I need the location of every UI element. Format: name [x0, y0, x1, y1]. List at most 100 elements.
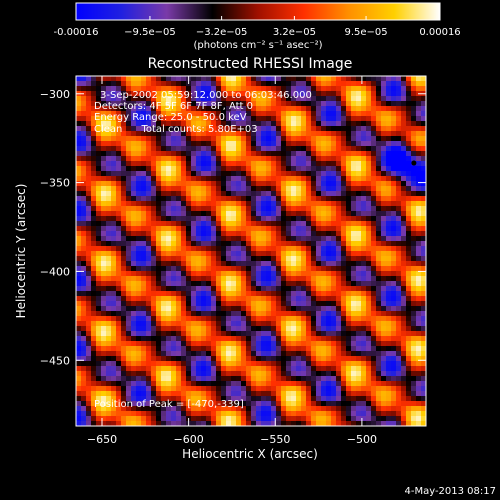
heatmap-cell — [201, 316, 207, 322]
heatmap-cell — [351, 356, 357, 362]
heatmap-cell — [181, 146, 187, 152]
heatmap-cell — [106, 156, 112, 162]
heatmap-cell — [421, 271, 426, 277]
heatmap-cell — [351, 241, 357, 247]
heatmap-cell — [401, 416, 407, 422]
heatmap-cell — [336, 331, 342, 337]
heatmap-cell — [116, 316, 122, 322]
heatmap-cell — [251, 191, 257, 197]
heatmap-cell — [381, 301, 387, 307]
heatmap-cell — [346, 91, 352, 97]
heatmap-cell — [296, 136, 302, 142]
heatmap-cell — [276, 86, 282, 92]
heatmap-cell — [231, 376, 237, 382]
heatmap-cell — [391, 286, 397, 292]
heatmap-cell — [201, 161, 207, 167]
heatmap-cell — [181, 391, 187, 397]
heatmap-cell — [251, 331, 257, 337]
heatmap-cell — [156, 196, 162, 202]
heatmap-cell — [321, 241, 327, 247]
heatmap-cell — [81, 161, 87, 167]
heatmap-cell — [221, 81, 227, 87]
heatmap-cell — [326, 366, 332, 372]
heatmap-cell — [81, 106, 87, 112]
heatmap-cell — [346, 391, 352, 397]
heatmap-cell — [176, 201, 182, 207]
heatmap-cell — [211, 191, 217, 197]
heatmap-cell — [216, 241, 222, 247]
heatmap-cell — [331, 186, 337, 192]
heatmap-cell — [266, 386, 272, 392]
heatmap-cell — [96, 401, 102, 407]
heatmap-cell — [206, 236, 212, 242]
heatmap-cell — [361, 386, 367, 392]
heatmap-cell — [126, 316, 132, 322]
heatmap-cell — [271, 256, 277, 262]
heatmap-cell — [176, 166, 182, 172]
heatmap-cell — [406, 171, 412, 177]
heatmap-cell — [221, 206, 227, 212]
heatmap-cell — [161, 106, 167, 112]
heatmap-cell — [326, 276, 332, 282]
annotation-detectors: Detectors: 4F 5F 6F 7F 8F, Att 0 — [94, 101, 253, 112]
heatmap-cell — [326, 316, 332, 322]
heatmap-cell — [101, 286, 107, 292]
heatmap-cell — [171, 286, 177, 292]
heatmap-cell — [211, 296, 217, 302]
heatmap-cell — [131, 96, 137, 102]
heatmap-cell — [276, 266, 282, 272]
heatmap-cell — [321, 101, 327, 107]
heatmap-cell — [306, 351, 312, 357]
heatmap-cell — [201, 301, 207, 307]
heatmap-cell — [86, 141, 92, 147]
heatmap-cell — [176, 111, 182, 117]
heatmap-cell — [381, 386, 387, 392]
heatmap-cell — [321, 221, 327, 227]
heatmap-cell — [301, 351, 307, 357]
heatmap-cell — [111, 416, 117, 422]
heatmap-cell — [241, 101, 247, 107]
heatmap-cell — [301, 101, 307, 107]
heatmap-cell — [166, 206, 172, 212]
heatmap-cell — [411, 106, 417, 112]
heatmap-cell — [106, 351, 112, 357]
heatmap-cell — [296, 366, 302, 372]
heatmap-cell — [386, 86, 392, 92]
heatmap-cell — [91, 416, 97, 422]
heatmap-cell — [396, 206, 402, 212]
heatmap-cell — [331, 256, 337, 262]
heatmap-cell — [351, 266, 357, 272]
heatmap-cell — [146, 111, 152, 117]
heatmap-cell — [276, 206, 282, 212]
heatmap-cell — [231, 391, 237, 397]
heatmap-cell — [416, 376, 422, 382]
heatmap-cell — [341, 351, 347, 357]
heatmap-cell — [291, 261, 297, 267]
heatmap-cell — [356, 346, 362, 352]
heatmap-cell — [411, 291, 417, 297]
heatmap-cell — [336, 131, 342, 137]
heatmap-cell — [131, 271, 137, 277]
heatmap-cell — [371, 111, 377, 117]
heatmap-cell — [81, 421, 87, 426]
heatmap-cell — [376, 226, 382, 232]
heatmap-cell — [101, 231, 107, 237]
heatmap-cell — [376, 301, 382, 307]
heatmap-cell — [336, 206, 342, 212]
heatmap-cell — [91, 126, 97, 132]
heatmap-cell — [201, 141, 207, 147]
heatmap-cell — [311, 111, 317, 117]
heatmap-cell — [141, 136, 147, 142]
heatmap-cell — [421, 96, 426, 102]
heatmap-cell — [326, 351, 332, 357]
heatmap-cell — [186, 246, 192, 252]
heatmap-cell — [91, 401, 97, 407]
heatmap-cell — [146, 126, 152, 132]
heatmap-cell — [306, 166, 312, 172]
heatmap-cell — [246, 351, 252, 357]
heatmap-cell — [76, 411, 82, 417]
heatmap-cell — [316, 421, 322, 426]
heatmap-cell — [151, 141, 157, 147]
heatmap-cell — [406, 306, 412, 312]
heatmap-cell — [96, 196, 102, 202]
